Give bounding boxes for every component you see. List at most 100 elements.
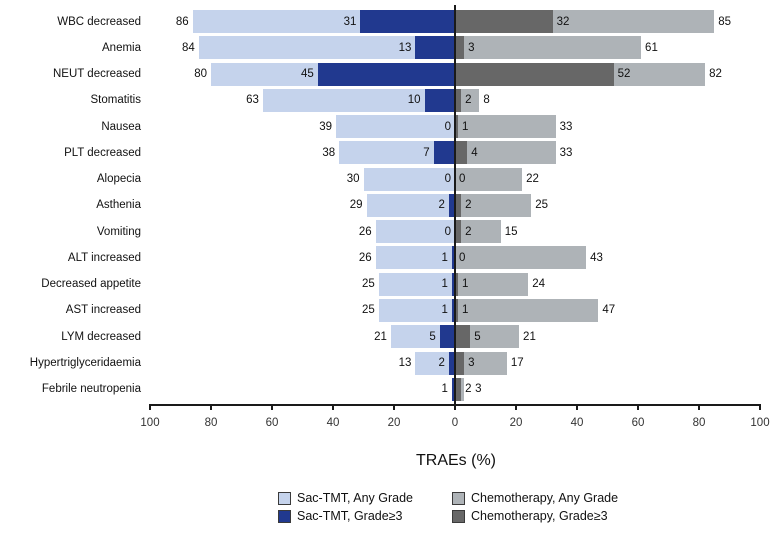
legend-swatch-sac-any xyxy=(278,491,291,505)
value-label-chemo-any: 24 xyxy=(532,278,545,291)
bar-sac-grade3 xyxy=(433,141,455,165)
bar-chemo-grade3 xyxy=(455,193,462,217)
value-label-sac-grade3: 5 xyxy=(429,330,436,343)
bar-sac-any xyxy=(336,115,455,139)
value-label-sac-any: 25 xyxy=(361,278,375,291)
legend-item-chemo-any: Chemotherapy, Any Grade xyxy=(452,491,618,505)
value-label-sac-any: 63 xyxy=(246,94,259,107)
value-label-chemo-grade3: 3 xyxy=(468,41,475,54)
legend-label: Chemotherapy, Any Grade xyxy=(471,491,619,505)
x-axis-tick-label: 80 xyxy=(692,417,706,429)
category-label: Febrile neutropenia xyxy=(41,383,141,396)
value-label-chemo-grade3: 2 xyxy=(465,94,472,107)
value-label-sac-grade3: 10 xyxy=(407,94,421,107)
value-label-chemo-grade3: 4 xyxy=(471,146,478,159)
value-label-sac-any: 39 xyxy=(319,120,333,133)
bar-sac-any xyxy=(390,325,455,349)
bar-chemo-grade3 xyxy=(455,88,462,112)
value-label-sac-grade3: 0 xyxy=(444,120,451,133)
value-label-sac-grade3: 7 xyxy=(423,146,430,159)
value-label-sac-any: 30 xyxy=(346,173,360,186)
value-label-sac-grade3: 1 xyxy=(441,304,448,317)
bar-chemo-grade3 xyxy=(455,36,465,60)
bar-sac-any xyxy=(378,298,455,322)
value-label-sac-any: 21 xyxy=(374,330,387,343)
bar-sac-any xyxy=(262,88,455,112)
bar-sac-grade3 xyxy=(439,325,455,349)
x-axis-tick-label: 0 xyxy=(451,417,459,429)
bar-chemo-grade3 xyxy=(455,298,459,322)
legend-swatch-chemo-g3 xyxy=(452,509,465,523)
bar-sac-grade3 xyxy=(448,351,455,375)
value-label-sac-grade3: 0 xyxy=(444,173,451,186)
bar-sac-any xyxy=(375,246,455,270)
category-label: Stomatitis xyxy=(90,94,142,107)
value-label-chemo-grade3: 1 xyxy=(462,304,469,317)
legend-item-sac-g3: Sac-TMT, Grade≥3 xyxy=(278,509,403,523)
zero-axis-line xyxy=(454,5,456,404)
bar-chemo-grade3 xyxy=(455,141,468,165)
value-label-chemo-any: 22 xyxy=(526,173,539,186)
x-axis-tick xyxy=(698,404,700,410)
value-label-chemo-any: 43 xyxy=(590,251,603,264)
value-label-sac-any: 26 xyxy=(358,251,372,264)
bar-chemo-grade3 xyxy=(455,220,462,244)
x-axis-tick-label: 60 xyxy=(265,417,279,429)
x-axis-tick-label: 40 xyxy=(326,417,340,429)
x-axis-tick-label: 80 xyxy=(204,417,218,429)
value-label-sac-any: 38 xyxy=(322,146,336,159)
value-label-sac-grade3: 1 xyxy=(441,383,448,396)
x-axis-tick xyxy=(515,404,517,410)
legend-label: Sac-TMT, Grade≥3 xyxy=(297,509,403,523)
bar-chemo-any xyxy=(455,167,523,191)
x-axis-tick-label: 60 xyxy=(631,417,645,429)
value-label-sac-grade3: 31 xyxy=(343,15,357,28)
value-label-chemo-grade3: 0 xyxy=(459,173,466,186)
bar-chemo-any xyxy=(455,298,599,322)
bar-sac-grade3 xyxy=(451,298,455,322)
value-label-sac-any: 25 xyxy=(361,304,375,317)
x-axis-tick-label: 100 xyxy=(750,417,770,429)
bar-chemo-any xyxy=(455,36,642,60)
bar-chemo-grade3 xyxy=(455,325,471,349)
bar-sac-grade3 xyxy=(360,10,455,33)
bar-sac-grade3 xyxy=(451,377,455,401)
bar-sac-any xyxy=(375,220,455,244)
x-axis-tick xyxy=(454,404,456,410)
category-label: Hypertriglyceridaemia xyxy=(29,357,141,369)
x-axis-tick xyxy=(637,404,639,410)
legend-item-chemo-g3: Chemotherapy, Grade≥3 xyxy=(452,509,608,523)
bar-chemo-grade3 xyxy=(455,115,459,139)
x-axis-tick xyxy=(332,404,334,410)
category-label: Anemia xyxy=(102,41,141,54)
value-label-sac-any: 13 xyxy=(398,357,412,369)
bar-chemo-grade3 xyxy=(455,377,462,401)
bar-sac-grade3 xyxy=(448,193,455,217)
legend-swatch-sac-g3 xyxy=(278,509,291,523)
value-label-chemo-any: 3 xyxy=(475,383,482,396)
value-label-chemo-any: 33 xyxy=(559,120,573,133)
value-label-chemo-any: 85 xyxy=(718,15,732,28)
category-label: AST increased xyxy=(65,304,141,317)
value-label-sac-grade3: 13 xyxy=(398,41,412,54)
category-label: Alopecia xyxy=(96,173,141,186)
value-label-chemo-grade3: 2 xyxy=(465,383,472,396)
value-label-sac-grade3: 1 xyxy=(441,251,448,264)
value-label-chemo-any: 61 xyxy=(645,41,658,54)
value-label-chemo-any: 21 xyxy=(523,330,536,343)
value-label-chemo-any: 15 xyxy=(504,225,518,238)
value-label-chemo-grade3: 2 xyxy=(465,199,472,212)
bar-chemo-any xyxy=(455,88,480,112)
value-label-sac-any: 86 xyxy=(175,15,189,28)
value-label-sac-grade3: 0 xyxy=(444,225,451,238)
value-label-chemo-grade3: 5 xyxy=(474,330,481,343)
bar-sac-grade3 xyxy=(451,272,455,296)
legend-item-sac-any: Sac-TMT, Any Grade xyxy=(278,491,413,505)
bar-chemo-any xyxy=(455,141,556,165)
x-axis-tick xyxy=(393,404,395,410)
bar-chemo-any xyxy=(455,325,520,349)
value-label-chemo-grade3: 52 xyxy=(617,68,631,81)
value-label-sac-any: 80 xyxy=(194,68,207,81)
bar-sac-grade3 xyxy=(451,246,455,270)
